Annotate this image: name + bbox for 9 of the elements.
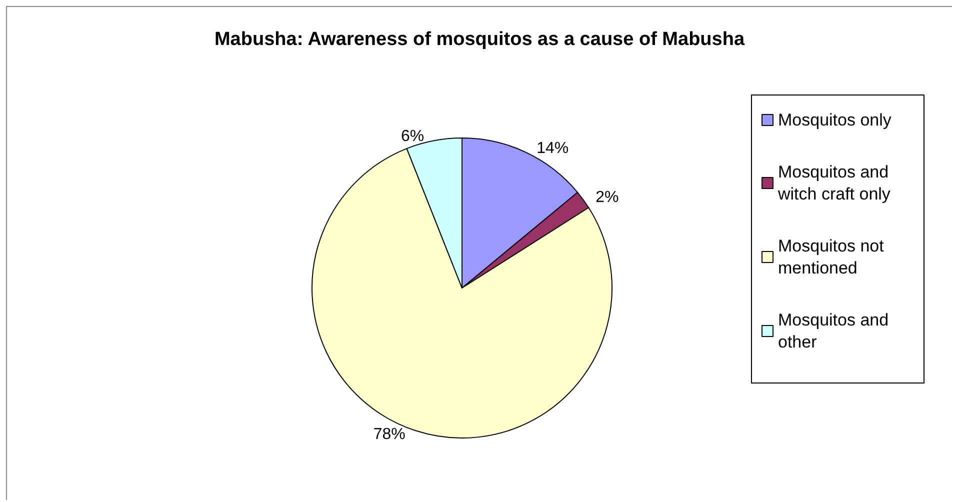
legend-label: Mosquitos not mentioned [778,236,889,278]
data-label: 78% [373,426,406,443]
chart-title: Mabusha: Awareness of mosquitos as a cause of Mabusha [214,29,745,50]
data-label: 2% [596,188,619,206]
legend-label: Mosquitos only [778,110,892,130]
legend-label: Mosquitos and witch craft only [777,162,894,204]
data-label: 6% [401,128,424,146]
legend-label: Mosquitos and other [778,310,894,352]
data-label: 14% [536,140,569,158]
